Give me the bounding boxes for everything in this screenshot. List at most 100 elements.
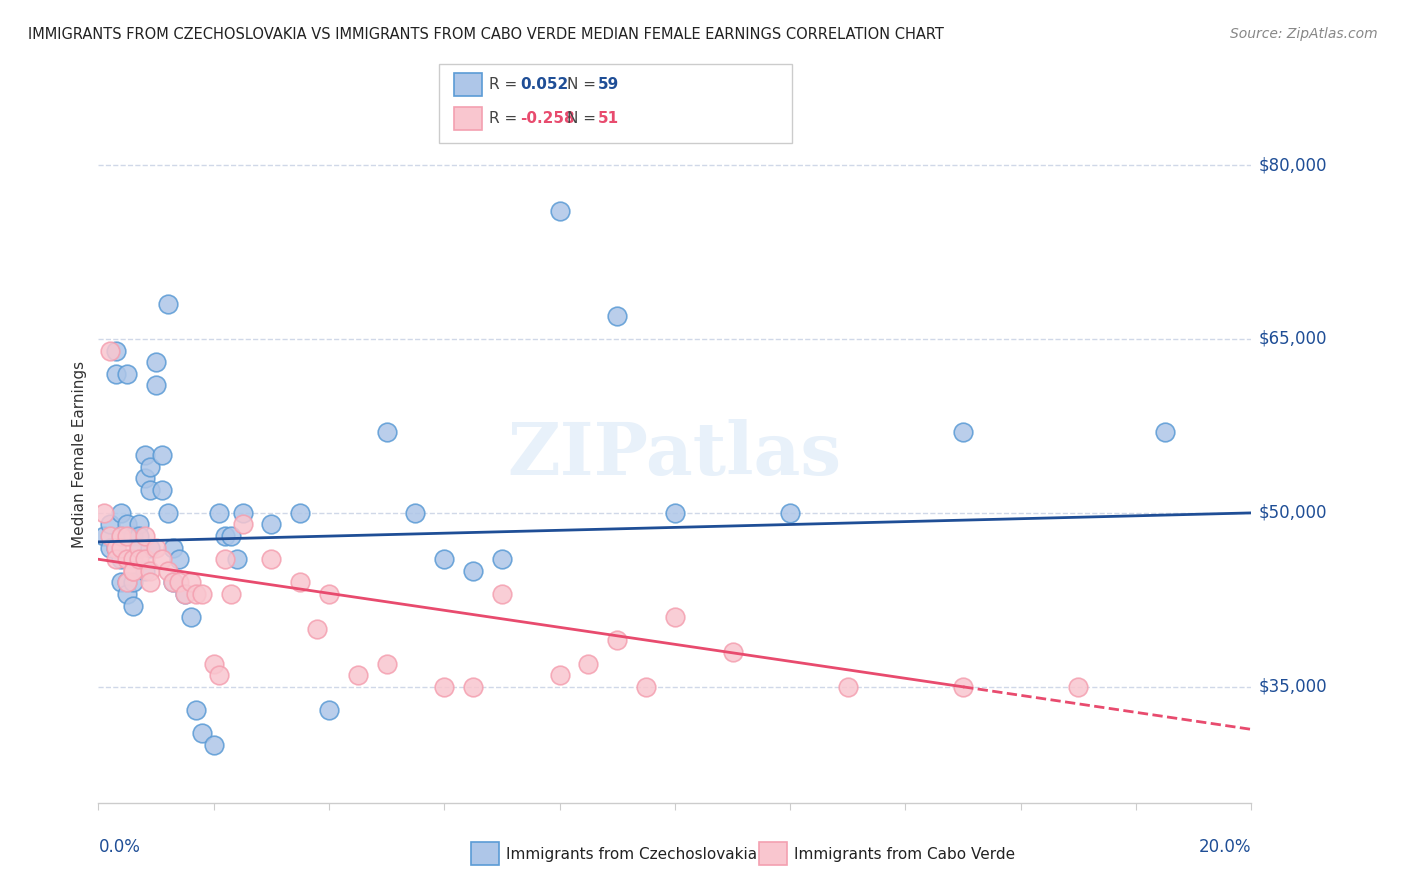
Point [117,552,138,566]
Point [134,552,156,566]
Point [433,552,456,566]
Point [186,587,208,601]
Text: Immigrants from Cabo Verde: Immigrants from Cabo Verde [794,847,1015,862]
Point [150,552,173,566]
Point [191,726,214,740]
Point [461,680,484,694]
Point [134,448,156,462]
Point [180,610,202,624]
Point [779,506,801,520]
Point [117,587,138,601]
Point [180,575,202,590]
Point [162,541,184,555]
Point [606,633,628,648]
Point [318,587,340,601]
Point [110,552,132,566]
Point [162,575,184,590]
Point [134,564,156,578]
Point [128,541,150,555]
Point [664,610,686,624]
Point [104,367,127,381]
Point [186,703,208,717]
Point [156,506,179,520]
Point [548,668,571,682]
Point [202,738,225,752]
Point [214,529,236,543]
Text: -0.258: -0.258 [520,112,575,126]
Point [117,517,138,532]
Point [104,541,127,555]
Point [405,506,427,520]
Text: Immigrants from Czechoslovakia: Immigrants from Czechoslovakia [506,847,758,862]
Point [122,529,145,543]
Point [202,657,225,671]
Text: $80,000: $80,000 [1258,156,1327,174]
Point [128,517,150,532]
Point [952,680,974,694]
Point [110,529,132,543]
Point [156,297,179,311]
Point [721,645,744,659]
Point [139,459,162,474]
Point [110,529,132,543]
Point [145,541,167,555]
Point [491,587,513,601]
Text: Source: ZipAtlas.com: Source: ZipAtlas.com [1230,27,1378,41]
Point [375,425,398,439]
Point [214,552,236,566]
Point [290,575,312,590]
Point [318,703,340,717]
Point [128,541,150,555]
Text: N =: N = [567,78,600,92]
Point [260,552,283,566]
Point [174,587,197,601]
Text: 59: 59 [598,78,619,92]
Point [219,587,242,601]
Point [219,529,242,543]
Point [578,657,600,671]
Point [104,541,127,555]
Point [117,367,138,381]
Point [208,668,231,682]
Point [93,529,115,543]
Y-axis label: Median Female Earnings: Median Female Earnings [72,361,87,549]
Point [174,587,197,601]
Point [117,575,138,590]
Point [1153,425,1175,439]
Point [98,541,121,555]
Point [145,378,167,392]
Point [128,529,150,543]
Point [117,575,138,590]
Point [167,575,190,590]
Point [134,471,156,485]
Point [307,622,329,636]
Point [150,483,173,497]
Point [375,657,398,671]
Point [664,506,686,520]
Point [93,506,115,520]
Point [98,343,121,358]
Point [167,552,190,566]
Text: 0.0%: 0.0% [98,838,141,856]
Text: $50,000: $50,000 [1258,504,1327,522]
Point [104,343,127,358]
Point [134,529,156,543]
Point [636,680,658,694]
Point [128,552,150,566]
Point [491,552,513,566]
Point [1067,680,1090,694]
Point [139,541,162,555]
Point [98,529,121,543]
Point [548,204,571,219]
Point [104,552,127,566]
Point [837,680,859,694]
Point [191,587,214,601]
Point [117,529,138,543]
Point [208,506,231,520]
Point [122,552,145,566]
Point [260,517,283,532]
Point [122,564,145,578]
Text: 0.052: 0.052 [520,78,568,92]
Point [122,564,145,578]
Point [162,575,184,590]
